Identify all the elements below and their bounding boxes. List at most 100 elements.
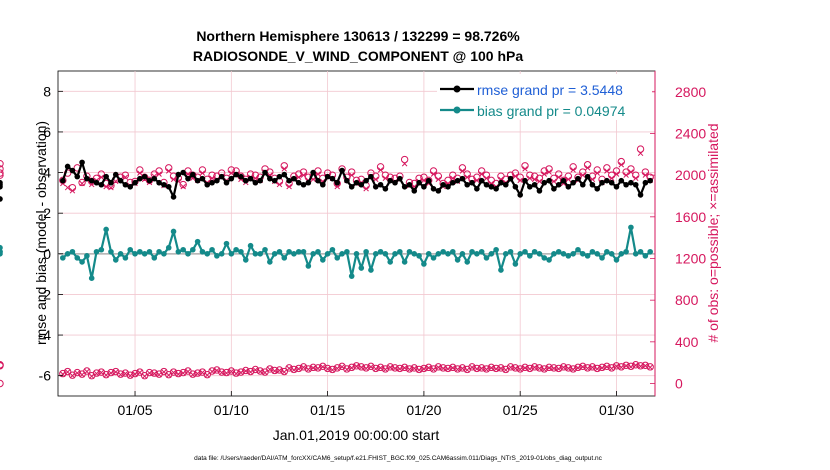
obs-possible-marker [179,180,187,189]
rmse-point [507,175,514,182]
y-right-axis-ticks: 0 400 800 1200 1600 2000 2400 2800 [650,84,706,392]
obs-assimilated-marker [175,371,182,377]
rmse-point [271,177,278,184]
rmse-point [647,177,653,184]
rmse-point [291,175,297,182]
bias-point [305,263,312,269]
rmse-point [387,177,394,184]
bias-point [204,251,211,257]
obs-assimilated-marker [613,171,620,177]
obs-assimilated-marker [642,363,649,369]
obs-assimilated-marker [228,170,235,176]
rmse-point [334,179,341,186]
bias-point [421,261,427,267]
obs-assimilated-marker [599,365,605,371]
x-tick-label: 01/20 [406,402,441,418]
x-tick-label: 01/15 [310,402,345,418]
bias-point [522,248,528,255]
bias-point [464,259,471,265]
bias-point [397,248,403,255]
rmse-point [194,177,201,184]
rmse-point [238,173,244,180]
bias-point [599,255,605,261]
rmse-point [604,177,610,184]
chart-subtitle: RADIOSONDE_V_WIND_COMPONENT @ 100 hPa [193,48,523,64]
obs-assimilated-marker [580,364,586,370]
bias-point [632,251,639,257]
bias-point [74,255,81,261]
bias-point [392,251,398,257]
legend-box [437,74,652,120]
obs-assimilated-marker [233,370,239,377]
bias-point [565,253,572,259]
obs-assimilated-marker [137,170,143,176]
obs-assimilated-marker [377,167,384,173]
obs-assimilated-marker [435,176,442,183]
obs-assimilated-marker [478,171,485,177]
obs-assimilated-marker [565,176,572,183]
obs-possible-marker [63,367,72,376]
obs-assimilated-marker [637,363,644,370]
rmse-point [156,179,162,186]
bias-point [517,251,523,257]
bias-point [339,251,345,257]
obs-assimilated-marker [623,172,629,178]
rmse-point [541,179,548,186]
bias-point [93,248,100,255]
y-right-tick-label: 0 [675,376,683,392]
bias-point [122,255,129,261]
obs-assimilated-marker [502,367,509,373]
obs-assimilated-marker [353,363,360,370]
obs-assimilated-marker [551,178,557,185]
obs-assimilated-marker [382,366,389,373]
bias-point [334,255,341,261]
obs-possible-marker [400,155,409,164]
bias-point [469,248,475,255]
rmse-point [242,177,249,184]
obs-assimilated-marker [430,171,437,177]
obs-assimilated-marker [397,366,403,372]
rmse-point [570,179,576,186]
obs-assimilated-marker [276,181,283,188]
obs-assimilated-marker [180,370,186,376]
obs-assimilated-marker [377,365,384,371]
obs-assimilated-marker [252,367,259,373]
rmse-point [575,175,581,182]
obs-assimilated-marker [291,367,297,373]
obs-assimilated-marker [450,175,456,182]
rmse-point [262,169,268,176]
obs-assimilated-marker [459,365,466,372]
obs-assimilated-marker [469,364,475,371]
obs-possible-marker [0,165,4,173]
obs-assimilated-marker [608,175,615,182]
obs-assimilated-marker [527,366,533,372]
obs-assimilated-marker [527,175,533,182]
bias-point [454,257,461,263]
obs-assimilated-marker [464,367,470,373]
obs-possible-marker [0,169,4,177]
rmse-point [180,169,186,176]
obs-assimilated-marker [618,364,625,371]
obs-assimilated-marker [113,178,119,185]
bias-point [69,248,76,255]
obs-assimilated-marker [165,372,172,378]
obs-assimilated-marker [560,364,567,371]
obs-assimilated-marker [555,366,562,372]
y-right-tick-label: 1200 [675,251,706,267]
bias-point [315,248,321,255]
obs-assimilated-marker [127,372,133,379]
bias-point [257,251,264,257]
rmse-point [329,175,336,182]
rmse-point [315,177,321,184]
bias-point [575,246,581,253]
obs-assimilated-marker [257,368,263,375]
obs-assimilated-marker [517,366,523,373]
rmse-point [454,177,461,184]
bias-point [435,251,442,257]
obs-assimilated-marker [79,180,85,187]
obs-assimilated-marker [199,170,206,176]
chart-title: Northern Hemisphere 130613 / 132299 = 98… [196,28,520,44]
obs-assimilated-marker [632,362,639,369]
rmse-point [199,175,206,182]
bias-point [406,248,413,255]
